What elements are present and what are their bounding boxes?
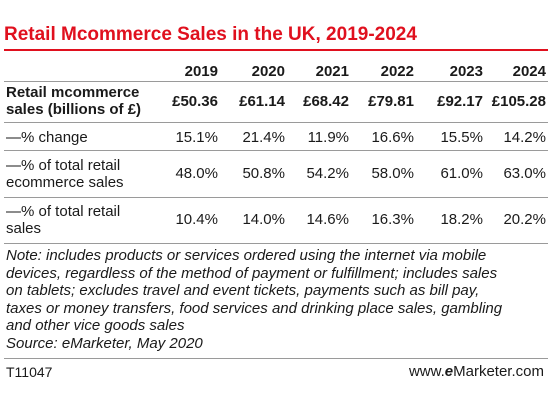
brand-url: www.eMarketer.com: [409, 363, 544, 380]
table-cell: £79.81: [368, 93, 414, 110]
row-divider: [4, 81, 548, 82]
year-header: 2019: [184, 63, 218, 80]
row-label: —% change: [6, 129, 88, 146]
table-cell: 50.8%: [242, 165, 285, 182]
chart-code: T11047: [6, 364, 53, 380]
row-label: sales: [6, 220, 42, 237]
row-divider: [4, 122, 548, 123]
table-cell: 14.2%: [503, 129, 546, 146]
table-cell: 16.3%: [371, 211, 414, 228]
table-cell: 16.6%: [371, 129, 414, 146]
row-divider: [4, 197, 548, 198]
table-row-sales: Retail mcommerce sales (billions of £) £…: [4, 84, 548, 124]
table-cell: £92.17: [437, 93, 483, 110]
row-label: —% of total retail: [6, 203, 121, 220]
row-label: Retail mcommerce: [6, 84, 140, 101]
table-cell: 58.0%: [371, 165, 414, 182]
table-row-pct-change: —% change 15.1% 21.4% 11.9% 16.6% 15.5% …: [4, 129, 548, 149]
table-cell: 54.2%: [306, 165, 349, 182]
table-cell: 11.9%: [307, 129, 349, 146]
table-cell: £105.28: [491, 93, 546, 110]
year-header: 2022: [380, 63, 414, 80]
year-header: 2023: [449, 63, 483, 80]
table-cell: 15.5%: [440, 129, 483, 146]
footer-divider: [4, 358, 548, 359]
table-cell: 21.4%: [242, 129, 285, 146]
table-cell: 14.6%: [306, 211, 349, 228]
brand-prefix: www.: [408, 363, 445, 380]
row-label: —% of total retail: [6, 157, 121, 174]
table-cell: £61.14: [239, 93, 285, 110]
brand-suffix: .com: [511, 363, 544, 380]
table-row-pct-ecommerce: —% of total retail ecommerce sales 48.0%…: [4, 157, 548, 197]
year-header: 2024: [512, 63, 546, 80]
table-cell: 61.0%: [440, 165, 483, 182]
row-label: ecommerce sales: [6, 174, 124, 191]
note-line: on tablets; excludes travel and event ti…: [6, 282, 480, 299]
table-cell: £68.42: [303, 93, 349, 110]
table-cell: 18.2%: [440, 211, 483, 228]
table-row-pct-retail: —% of total retail sales 10.4% 14.0% 14.…: [4, 203, 548, 243]
note-line: devices, regardless of the method of pay…: [6, 264, 498, 282]
row-label: sales (billions of £): [6, 101, 142, 118]
brand-e: e: [444, 363, 454, 380]
source-line: Source: eMarketer, May 2020: [6, 334, 203, 352]
table-cell: 63.0%: [503, 165, 546, 182]
table-header-row: 2019 2020 2021 2022 2023 2024: [4, 63, 548, 83]
table-cell: 15.1%: [175, 129, 218, 146]
year-header: 2021: [315, 63, 349, 80]
year-header: 2020: [251, 63, 285, 80]
table-cell: 48.0%: [175, 165, 218, 182]
table-cell: £50.36: [172, 93, 218, 110]
table-cell: 10.4%: [175, 211, 218, 228]
table-cell: 20.2%: [503, 211, 546, 228]
table-note: Note: includes products or services orde…: [6, 247, 546, 352]
table-title: Retail Mcommerce Sales in the UK, 2019-2…: [4, 24, 417, 45]
note-line: and other vice goods sales: [6, 317, 185, 334]
note-line: taxes or money transfers, food services …: [6, 299, 503, 317]
row-divider: [4, 150, 548, 151]
title-divider: [4, 49, 548, 51]
row-divider: [4, 243, 548, 244]
note-line: Note: includes products or services orde…: [6, 247, 487, 264]
brand-name: Marketer: [453, 363, 512, 380]
table-cell: 14.0%: [242, 211, 285, 228]
